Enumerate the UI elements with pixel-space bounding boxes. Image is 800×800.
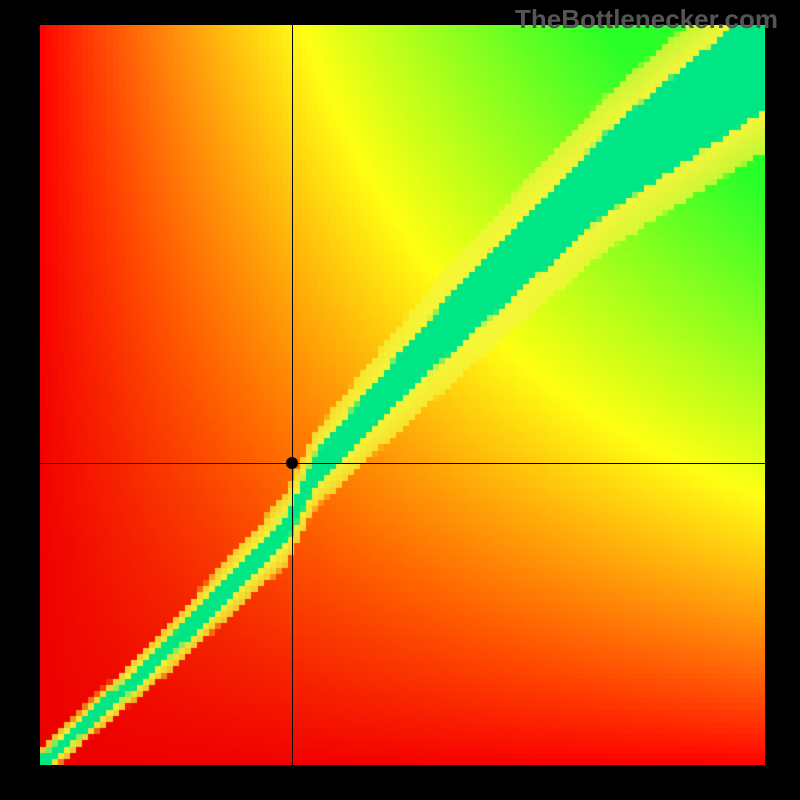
watermark-text: TheBottlenecker.com xyxy=(515,4,778,35)
crosshair-horizontal xyxy=(40,463,765,464)
crosshair-vertical xyxy=(292,25,293,765)
bottleneck-heatmap xyxy=(40,25,765,765)
